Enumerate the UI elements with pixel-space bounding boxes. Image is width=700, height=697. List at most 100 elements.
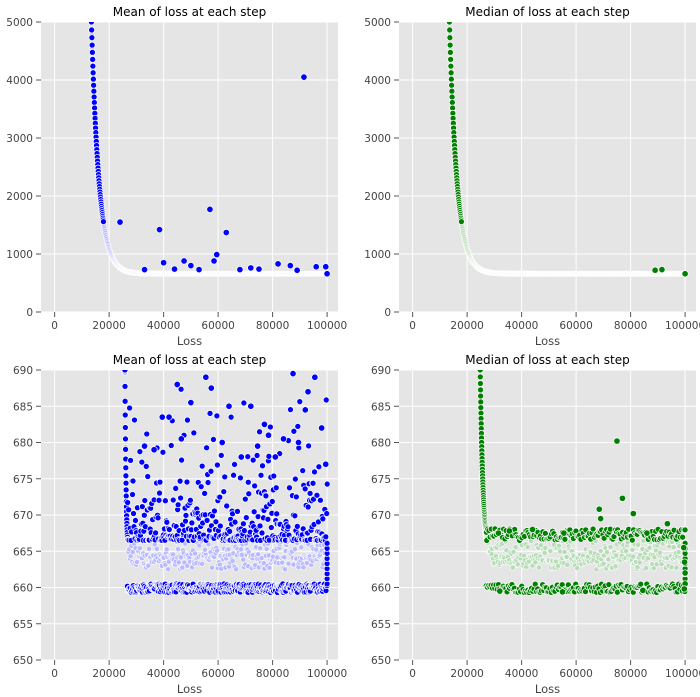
- data-point: [245, 490, 253, 498]
- data-points: [88, 22, 331, 278]
- outlier-point: [202, 373, 210, 381]
- chart-title: Median of loss at each step: [465, 353, 629, 367]
- data-point: [220, 488, 228, 495]
- data-point: [138, 503, 146, 510]
- data-point: [292, 493, 300, 501]
- outlier-point: [260, 420, 268, 428]
- data-point-light: [668, 564, 675, 571]
- outlier-point: [140, 266, 149, 274]
- chart-title: Mean of loss at each step: [113, 353, 266, 367]
- data-point: [187, 496, 194, 504]
- data-point: [244, 453, 252, 460]
- data-point: [216, 522, 224, 530]
- data-point: [226, 528, 233, 535]
- data-point: [177, 385, 185, 393]
- data-point: [89, 49, 96, 56]
- data-point: [88, 26, 96, 34]
- data-point: [447, 49, 454, 56]
- data-point: [122, 492, 130, 500]
- outlier-point: [222, 228, 230, 237]
- data-point-light: [163, 546, 170, 553]
- y-tick-label: 685: [371, 401, 391, 413]
- data-point-light: [658, 561, 665, 568]
- data-point-light: [145, 562, 152, 569]
- y-tick-label: 660: [371, 583, 391, 595]
- y-tick-label: 655: [371, 619, 391, 631]
- data-point-light: [214, 547, 220, 554]
- data-point: [313, 491, 321, 499]
- data-point: [458, 218, 465, 225]
- data-point-light: [146, 546, 152, 552]
- outlier-point: [173, 380, 181, 389]
- x-tick-label: 60000: [559, 320, 592, 332]
- data-point: [204, 479, 212, 486]
- data-point: [446, 22, 453, 26]
- data-point: [323, 539, 331, 547]
- y-tick-label: 4000: [6, 75, 33, 87]
- outlier-point: [187, 399, 195, 407]
- data-point: [446, 41, 454, 49]
- data-point-light: [298, 544, 305, 551]
- outlier-point: [155, 226, 164, 234]
- x-tick-label: 20000: [450, 668, 483, 680]
- data-point: [272, 484, 280, 492]
- data-point: [322, 533, 330, 541]
- chart-panel-2: 0 20000 40000 60000 80000 100000 0 1000 2000 3000…: [364, 5, 700, 348]
- data-point: [256, 522, 264, 530]
- outlier-point: [247, 402, 255, 410]
- outlier-point: [681, 569, 689, 577]
- data-point: [240, 399, 248, 407]
- data-point-light: [233, 566, 240, 573]
- data-point: [124, 499, 131, 506]
- data-point: [126, 404, 133, 412]
- data-point: [121, 370, 129, 374]
- outlier-point: [597, 515, 605, 523]
- chart-title: Mean of loss at each step: [113, 5, 266, 19]
- data-point: [130, 510, 137, 517]
- x-tick-label: 80000: [256, 320, 289, 332]
- data-point: [203, 516, 211, 524]
- outlier-point: [680, 544, 688, 552]
- y-tick-label: 675: [371, 474, 391, 486]
- data-point-light: [634, 564, 641, 571]
- data-point-light: [209, 564, 215, 571]
- outlier-point: [210, 257, 218, 265]
- data-point: [231, 518, 239, 526]
- data-point: [144, 473, 152, 480]
- y-tick-label: 650: [371, 655, 391, 667]
- data-point: [448, 75, 455, 83]
- data-point: [138, 458, 146, 466]
- data-point: [177, 494, 184, 502]
- data-point-light: [175, 559, 182, 566]
- x-tick-label: 100000: [665, 668, 700, 680]
- data-point: [244, 478, 252, 486]
- x-tick-label: 80000: [256, 668, 289, 680]
- data-point-light: [675, 549, 682, 556]
- y-tick-label: 4000: [364, 75, 391, 87]
- outlier-point: [170, 265, 179, 273]
- data-point-light: [153, 545, 160, 552]
- data-point: [169, 496, 177, 504]
- data-point: [476, 373, 484, 381]
- outlier-point: [165, 413, 173, 421]
- outlier-point: [294, 438, 303, 447]
- data-point: [477, 386, 484, 394]
- data-point: [301, 485, 309, 493]
- data-point: [127, 457, 134, 464]
- x-tick-label: 40000: [505, 668, 538, 680]
- outlier-point: [237, 453, 245, 461]
- data-point: [270, 472, 278, 480]
- x-tick-label: 100000: [665, 320, 700, 332]
- data-point: [125, 506, 132, 514]
- outlier-point: [304, 388, 312, 396]
- x-tick-label: 80000: [614, 668, 647, 680]
- data-point-light: [561, 549, 568, 555]
- data-point-light: [524, 544, 531, 550]
- data-point: [286, 484, 293, 492]
- y-tick-label: 665: [371, 546, 391, 558]
- data-point: [122, 446, 129, 453]
- outlier-point: [680, 585, 688, 593]
- y-tick-label: 675: [13, 474, 33, 486]
- outlier-point: [681, 558, 689, 566]
- data-point-light: [238, 546, 245, 553]
